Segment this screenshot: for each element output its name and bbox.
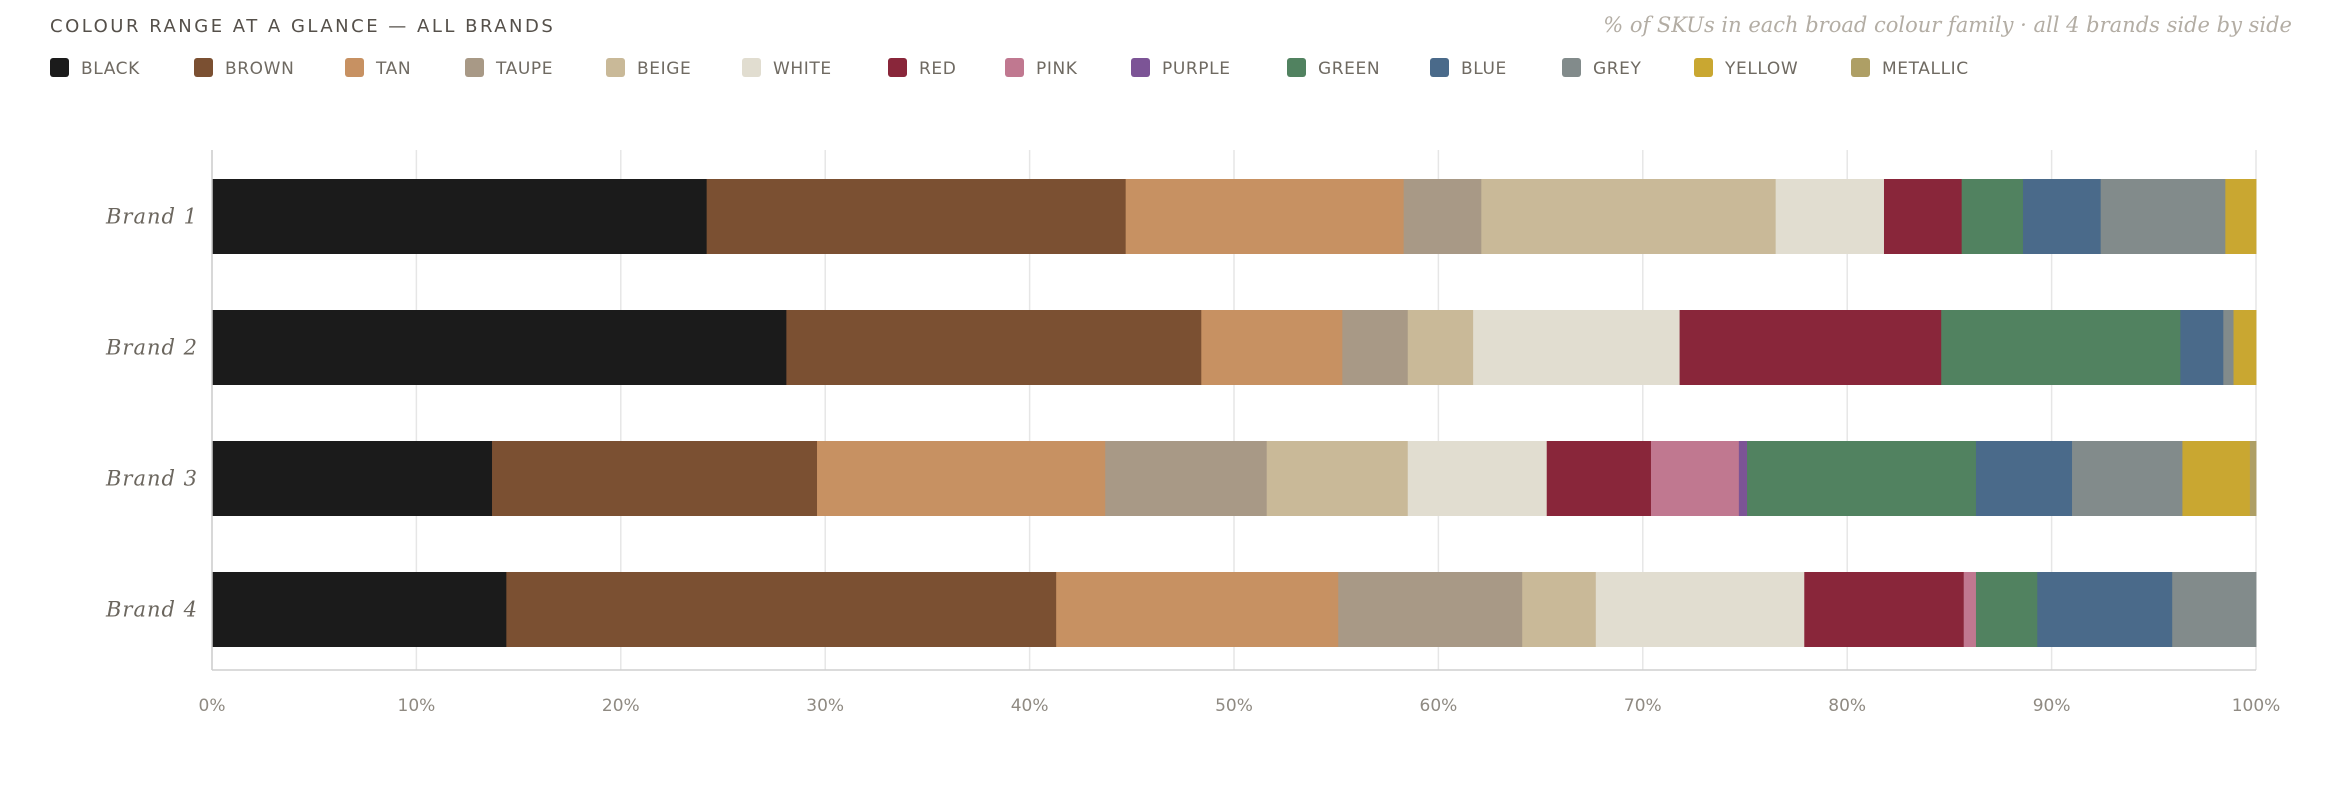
bar-brand-4-blue (2037, 572, 2173, 647)
bar-brand-4-white (1595, 572, 1805, 647)
bar-brand-1-white (1775, 179, 1885, 254)
bar-brand-4-red (1804, 572, 1965, 647)
x-tick-label-70: 70% (1624, 696, 1662, 716)
bar-brand-1-grey (2100, 179, 2226, 254)
legend-swatch-black (50, 58, 69, 77)
bar-brand-2-brown (786, 310, 1202, 385)
x-tick-label-90: 90% (2033, 696, 2071, 716)
legend-label-white: WHITE (773, 59, 832, 79)
bar-brand-2-grey (2223, 310, 2234, 385)
x-tick-label-20: 20% (602, 696, 640, 716)
chart-title: COLOUR RANGE AT A GLANCE — ALL BRANDS (50, 16, 555, 37)
bar-brand-1-beige (1481, 179, 1777, 254)
bar-brand-3-pink (1650, 441, 1740, 516)
bar-brand-3-grey (2072, 441, 2183, 516)
bar-brand-2-taupe (1342, 310, 1409, 385)
bar-brand-1-blue (2022, 179, 2102, 254)
legend-swatch-blue (1430, 58, 1449, 77)
legend-label-tan: TAN (375, 59, 411, 79)
bar-brand-4-brown (506, 572, 1057, 647)
legend-label-pink: PINK (1036, 59, 1078, 79)
bar-brand-3-yellow (2182, 441, 2251, 516)
legend-swatch-brown (194, 58, 213, 77)
legend-label-taupe: TAUPE (495, 59, 553, 79)
legend-swatch-red (888, 58, 907, 77)
legend-swatch-metallic (1851, 58, 1870, 77)
legend-label-grey: GREY (1593, 59, 1642, 79)
bar-brand-3-taupe (1105, 441, 1268, 516)
legend-swatch-beige (606, 58, 625, 77)
bar-brand-1-brown (706, 179, 1127, 254)
x-tick-label-50: 50% (1215, 696, 1253, 716)
y-tick-label-brand-2: Brand 2 (105, 336, 198, 360)
bar-brand-3-tan (817, 441, 1106, 516)
x-tick-label-0: 0% (199, 696, 226, 716)
legend-label-blue: BLUE (1461, 59, 1507, 79)
bar-brand-1-yellow (2225, 179, 2257, 254)
bar-brand-3-purple (1738, 441, 1748, 516)
x-tick-label-80: 80% (1828, 696, 1866, 716)
legend: BLACK BROWN TAN TAUPE BEIGE WHITE RED PINK PURPL… (50, 58, 1969, 79)
legend-label-brown: BROWN (225, 59, 294, 79)
legend-swatch-green (1287, 58, 1306, 77)
legend-label-black: BLACK (81, 59, 140, 79)
y-tick-label-brand-3: Brand 3 (105, 467, 198, 491)
legend-label-purple: PURPLE (1162, 59, 1231, 79)
bar-brand-1-black (212, 179, 708, 254)
y-tick-label-brand-1: Brand 1 (105, 205, 198, 229)
legend-swatch-taupe (465, 58, 484, 77)
legend-label-yellow: YELLOW (1724, 59, 1798, 79)
y-tick-label-brand-4: Brand 4 (105, 598, 198, 622)
bar-brand-2-blue (2180, 310, 2224, 385)
legend-label-green: GREEN (1318, 59, 1380, 79)
x-tick-label-60: 60% (1420, 696, 1458, 716)
bar-brand-3-blue (1975, 441, 2073, 516)
bar-brand-4-taupe (1338, 572, 1523, 647)
bar-brand-2-black (212, 310, 787, 385)
legend-swatch-yellow (1694, 58, 1713, 77)
bar-brand-3-red (1546, 441, 1652, 516)
bar-brand-2-beige (1407, 310, 1474, 385)
bar-brand-4-black (212, 572, 507, 647)
bar-brand-2-tan (1201, 310, 1343, 385)
bars (212, 179, 2257, 647)
legend-swatch-pink (1005, 58, 1024, 77)
legend-swatch-white (742, 58, 761, 77)
bar-brand-1-tan (1125, 179, 1405, 254)
x-tick-label-10: 10% (398, 696, 436, 716)
x-tick-label-40: 40% (1011, 696, 1049, 716)
legend-label-metallic: METALLIC (1882, 59, 1969, 79)
bar-brand-3-white (1407, 441, 1548, 516)
bar-brand-4-green (1975, 572, 2038, 647)
legend-swatch-grey (1562, 58, 1581, 77)
bar-brand-1-green (1961, 179, 2024, 254)
bar-brand-1-red (1883, 179, 1963, 254)
bar-brand-4-tan (1056, 572, 1339, 647)
bar-brand-2-red (1679, 310, 1942, 385)
bar-brand-2-green (1941, 310, 2181, 385)
bar-brand-2-white (1473, 310, 1680, 385)
x-tick-label-30: 30% (806, 696, 844, 716)
chart-subtitle: % of SKUs in each broad colour family · … (1603, 13, 2292, 37)
legend-swatch-tan (345, 58, 364, 77)
bar-brand-3-beige (1266, 441, 1409, 516)
bar-brand-3-black (212, 441, 493, 516)
legend-label-red: RED (919, 59, 956, 79)
legend-label-beige: BEIGE (637, 59, 691, 79)
bar-brand-4-beige (1522, 572, 1597, 647)
axes: 0% 10% 20% 30% 40% 50% 60% 70% 80% 90% 100% Brand 1… (105, 150, 2280, 716)
bar-brand-1-taupe (1403, 179, 1482, 254)
bar-brand-3-metallic (2249, 441, 2257, 516)
bar-brand-4-pink (1963, 572, 1977, 647)
legend-swatch-purple (1131, 58, 1150, 77)
x-tick-label-100: 100% (2232, 696, 2281, 716)
bar-brand-4-grey (2172, 572, 2257, 647)
bar-brand-2-yellow (2233, 310, 2257, 385)
bar-brand-3-brown (492, 441, 818, 516)
bar-brand-3-green (1747, 441, 1977, 516)
